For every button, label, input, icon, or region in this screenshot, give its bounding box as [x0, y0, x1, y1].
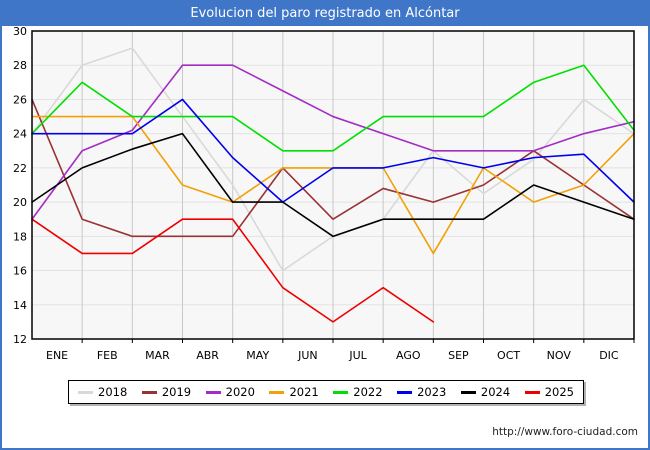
y-axis-tick-label: 14 [13, 299, 27, 312]
legend-swatch-icon [269, 390, 285, 394]
legend-swatch-icon [205, 390, 221, 394]
legend-item-2020[interactable]: 2020 [205, 385, 255, 399]
legend-item-2024[interactable]: 2024 [460, 385, 511, 399]
y-axis-tick-label: 28 [13, 59, 27, 72]
x-axis-tick-label: AGO [396, 349, 421, 362]
y-axis-tick-label: 12 [13, 333, 27, 346]
chart-plot-area: 12 14 16 18 20 22 24 26 28 30 ENE FEB MAR ABR MAY JUN JU… [2, 26, 648, 372]
y-axis-tick-label: 18 [13, 230, 27, 243]
legend-swatch-icon [460, 390, 476, 394]
x-axis-tick-label: MAR [145, 349, 170, 362]
y-axis-tick-label: 16 [13, 265, 27, 278]
legend-item-label: 2018 [98, 385, 128, 399]
legend-swatch-icon [141, 390, 157, 394]
x-axis-tick-label: DIC [599, 349, 619, 362]
x-axis-tick-label: MAY [246, 349, 269, 362]
legend-item-2021[interactable]: 2021 [269, 385, 319, 399]
legend-item-2022[interactable]: 2022 [333, 385, 383, 399]
legend-item-label: 2025 [544, 385, 574, 399]
source-url: http://www.foro-ciudad.com [492, 426, 638, 438]
series-line-2024 [31, 132, 635, 238]
series-line-2025 [31, 218, 435, 323]
series-line-2023 [31, 98, 635, 203]
x-axis-tick-label: NOV [547, 349, 572, 362]
plot-border [31, 30, 635, 340]
legend-item-label: 2020 [225, 385, 255, 399]
x-axis-tick-label: ABR [196, 349, 219, 362]
legend-item-2023[interactable]: 2023 [397, 385, 446, 399]
legend-item-2018[interactable]: 2018 [78, 385, 127, 399]
legend-item-2019[interactable]: 2019 [141, 385, 192, 399]
x-axis-tick-label: SEP [448, 349, 469, 362]
legend-swatch-icon [78, 390, 93, 394]
legend-item-2025[interactable]: 2025 [524, 385, 574, 399]
y-axis-tick-label: 26 [13, 93, 27, 106]
y-axis-tick-label: 22 [13, 162, 27, 175]
page-title: Evolucion del paro registrado en Alcónta… [2, 2, 648, 26]
x-axis-tick-label: OCT [497, 349, 520, 362]
legend-item-label: 2024 [480, 385, 511, 399]
legend-item-label: 2022 [353, 385, 383, 399]
legend-item-label: 2023 [417, 385, 447, 399]
legend-swatch-icon [524, 390, 540, 394]
x-axis-tick-label: FEB [97, 349, 118, 362]
legend-swatch-icon [397, 390, 413, 394]
line-chart-svg: 12 14 16 18 20 22 24 26 28 30 ENE FEB MAR ABR MAY JUN JU… [13, 26, 635, 362]
y-axis-tick-label: 30 [13, 26, 27, 38]
legend-item-label: 2021 [289, 385, 319, 399]
series-line-2020 [31, 64, 635, 221]
x-axis-tick-label: ENE [46, 349, 68, 362]
x-axis-tick-label: JUL [348, 349, 367, 362]
chart-legend: 2018 2019 2020 2021 2022 2023 2024 2025 [68, 380, 584, 404]
y-axis-tick-label: 24 [13, 128, 27, 141]
legend-items: 2018 2019 2020 2021 2022 2023 2024 2025 [69, 381, 583, 403]
series-line-2022 [31, 64, 635, 152]
legend-item-label: 2019 [161, 385, 192, 399]
legend-swatch-icon [333, 390, 349, 394]
x-axis-tick-label: JUN [297, 349, 318, 362]
y-axis-tick-label: 20 [13, 196, 27, 209]
